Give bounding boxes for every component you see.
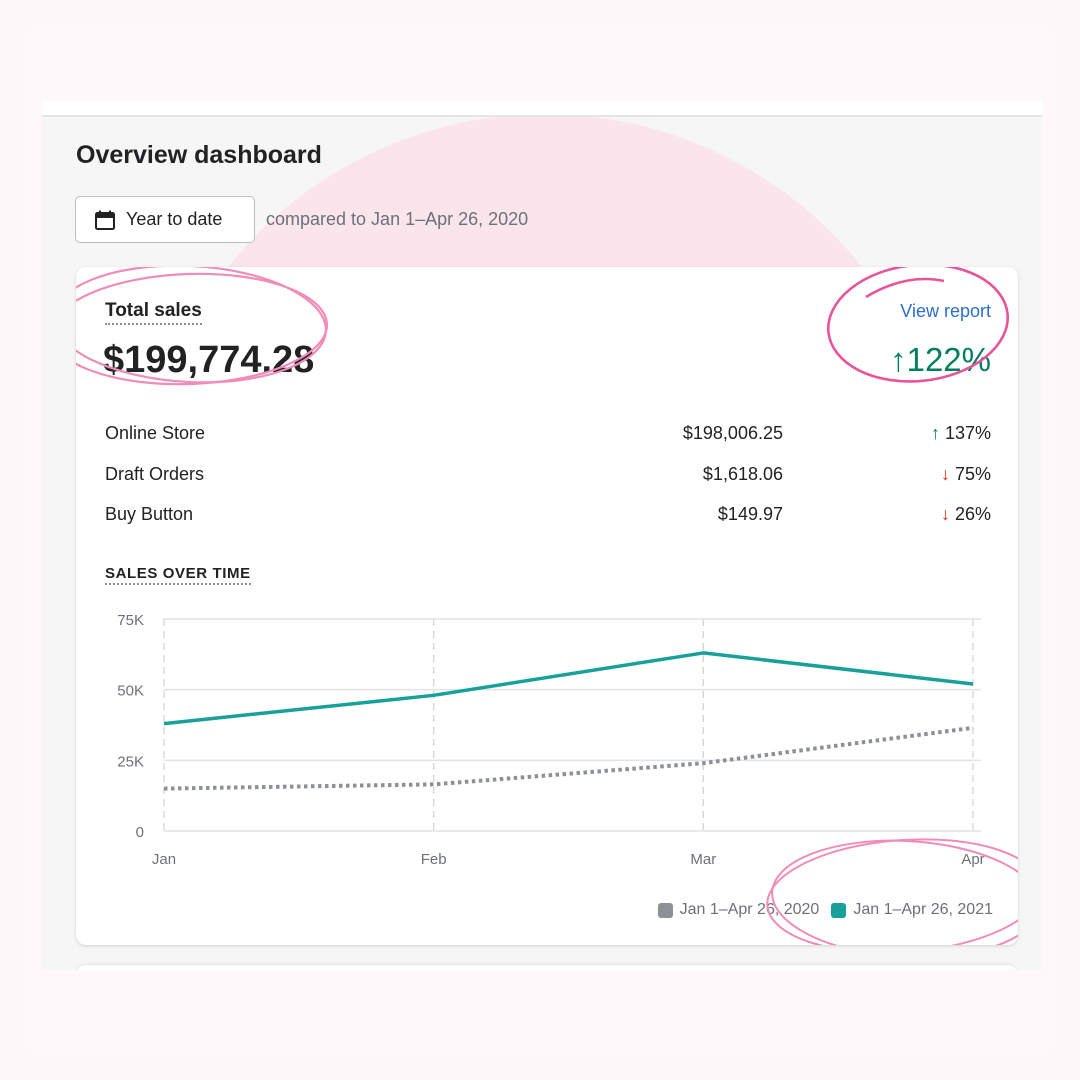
channel-change: ↑ 137%	[931, 423, 991, 444]
series-line-2	[163, 651, 974, 726]
total-sales-change: ↑122%	[890, 341, 991, 379]
channel-row: Buy Button $149.97 ↓ 26%	[105, 504, 991, 545]
page-title: Overview dashboard	[76, 141, 322, 169]
legend-item[interactable]: Jan 1–Apr 26, 2021	[831, 901, 993, 919]
y-tick-label: 25K	[117, 753, 144, 770]
x-tick-label: Jan	[152, 851, 176, 868]
total-sales-card: Total sales View report $199,774.28 ↑122…	[76, 267, 1018, 945]
date-range-button[interactable]: Year to date	[75, 196, 255, 243]
legend-label: Jan 1–Apr 26, 2020	[679, 901, 820, 918]
dashboard-panel: Overview dashboard Year to date compared…	[42, 117, 1042, 970]
legend-label: Jan 1–Apr 26, 2021	[853, 901, 993, 918]
legend-swatch	[657, 902, 673, 918]
channel-change-value: 75%	[954, 463, 991, 484]
channel-change: ↓ 26%	[941, 504, 991, 525]
y-tick-label: 50K	[117, 683, 144, 700]
arrow-up-icon: ↑	[930, 423, 940, 443]
next-card	[76, 965, 1018, 970]
arrow-down-icon: ↓	[940, 504, 950, 524]
total-sales-label[interactable]: Total sales	[105, 300, 202, 325]
view-report-link[interactable]: View report	[900, 301, 991, 321]
y-tick-label: 0	[136, 824, 144, 841]
channel-name: Online Store	[105, 423, 206, 443]
channel-amount: $149.97	[717, 504, 783, 524]
top-bar-divider	[42, 115, 1042, 117]
legend-item[interactable]: Jan 1–Apr 26, 2020	[657, 901, 820, 919]
total-sales-change-value: 122%	[906, 341, 991, 378]
channel-change: ↓ 75%	[941, 464, 991, 485]
y-tick-label: 75K	[117, 612, 144, 629]
channel-amount: $198,006.25	[682, 423, 783, 443]
channel-row: Draft Orders $1,618.06 ↓ 75%	[105, 464, 991, 505]
arrow-down-icon: ↓	[940, 463, 950, 484]
channel-name: Buy Button	[105, 504, 194, 524]
channel-amount: $1,618.06	[702, 463, 783, 484]
total-sales-value: $199,774.28	[103, 339, 315, 381]
sales-channel-list: Online Store $198,006.25 ↑ 137% Draft Or…	[105, 423, 991, 545]
series-line-1	[163, 725, 974, 791]
sales-over-time-label[interactable]: SALES OVER TIME	[105, 565, 251, 585]
arrow-up-icon: ↑	[890, 341, 907, 378]
channel-change-value: 26%	[954, 504, 991, 524]
x-tick-label: Mar	[690, 851, 716, 868]
calendar-icon	[95, 210, 115, 230]
chart-legend: Jan 1–Apr 26, 2020 Jan 1–Apr 26, 2021	[657, 901, 993, 919]
date-range-label: Year to date	[126, 209, 223, 229]
sales-over-time-chart: 0 25K 50K 75K Jan Feb Mar Apr	[117, 612, 984, 868]
comparison-text: compared to Jan 1–Apr 26, 2020	[266, 209, 529, 229]
x-tick-label: Feb	[421, 851, 447, 868]
channel-row: Online Store $198,006.25 ↑ 137%	[105, 423, 991, 464]
top-bar	[42, 101, 1042, 115]
channel-name: Draft Orders	[105, 463, 205, 484]
channel-change-value: 137%	[944, 423, 991, 443]
x-tick-label: Apr	[961, 851, 984, 868]
legend-swatch	[831, 902, 847, 918]
